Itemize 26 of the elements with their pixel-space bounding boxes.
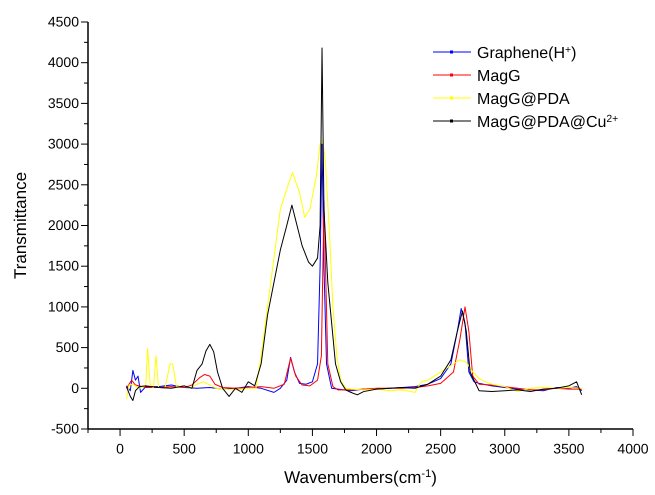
y-tick-label: 4500 (48, 13, 80, 30)
y-tick-label: 0 (71, 380, 80, 396)
legend-label: Graphene(H$^{+}$) (477, 44, 576, 62)
y-tick-label: 500 (56, 339, 80, 356)
x-tick-label: 500 (172, 440, 196, 456)
y-tick-label: 1000 (48, 298, 80, 314)
x-tick-label: 3000 (489, 440, 521, 456)
y-tick-label: 3000 (48, 136, 80, 152)
y-tick-label: -500 (50, 420, 80, 436)
y-tick-label: 2500 (48, 176, 80, 192)
x-tick-label: 1500 (296, 440, 328, 456)
x-tick-label: 1000 (232, 440, 264, 456)
legend-label: MagG@PDA (477, 91, 570, 108)
x-tick-label: 0 (116, 440, 124, 456)
legend-label: MagG@PDA@Cu$^{2+}$ (477, 114, 618, 131)
legend-label: MagG (477, 68, 521, 85)
y-tick-label: 4000 (48, 54, 80, 70)
x-tick-label: 2000 (360, 440, 392, 456)
y-tick-label: 3500 (48, 94, 80, 111)
x-tick-label: 4000 (617, 440, 649, 456)
x-axis-title: Wavenumbers(cm$^{-1}$) (284, 468, 437, 487)
y-tick-label: 2000 (48, 216, 80, 233)
x-tick-label: 2500 (425, 440, 456, 456)
x-tick-label: 3500 (553, 440, 585, 456)
y-axis-title: Transmittance (11, 172, 30, 280)
y-tick-label: 1500 (48, 258, 80, 274)
